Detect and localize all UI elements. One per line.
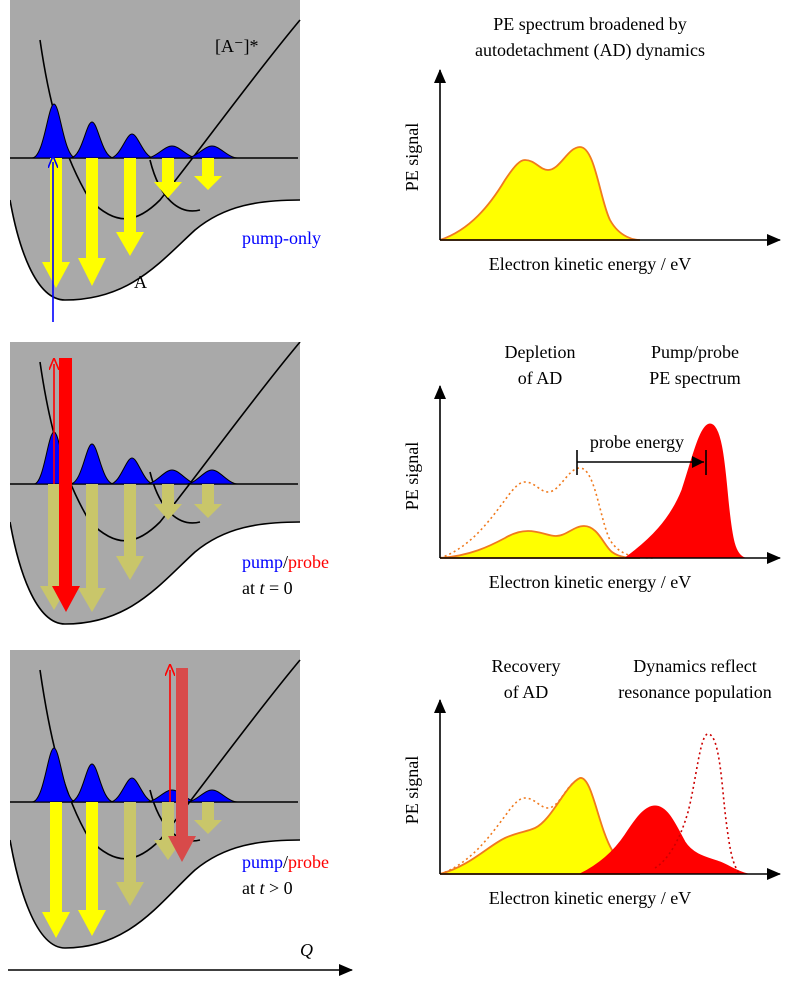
annotation-right-line-2: PE spectrum (649, 368, 741, 388)
dissociative-curve (149, 159, 201, 212)
wavepacket-2 (69, 443, 115, 485)
wavepacket-3 (109, 133, 155, 159)
spectrum-title-line-1: PE spectrum broadened by (493, 14, 686, 34)
x-axis-label: Electron kinetic energy / eV (489, 888, 692, 908)
annotation-left-line-2: of AD (518, 368, 563, 388)
neutral-label: A (134, 272, 147, 292)
x-axis-label: Electron kinetic energy / eV (489, 254, 692, 274)
wavepacket-2 (69, 763, 115, 803)
wavepacket-5 (185, 469, 239, 485)
x-axis-label: Electron kinetic energy / eV (489, 572, 692, 592)
wavepacket-1 (31, 103, 77, 159)
spectrum-2: Depletion of AD Pump/probe PE spectrum p… (402, 342, 781, 592)
neutral-potential-curve (10, 839, 301, 949)
legend-line-2: at t = 0 (242, 578, 293, 598)
ad-spectrum (439, 146, 641, 241)
probe-spectrum (623, 423, 746, 559)
ad-arrow-2 (78, 802, 106, 936)
ad-arrow-4 (154, 158, 182, 198)
ad-arrow-2 (78, 158, 106, 286)
ad-arrow-5 (194, 158, 222, 190)
original-ad-spectrum (439, 779, 581, 875)
annotation-right-line-2: resonance population (618, 682, 771, 702)
annotation-right-line-1: Dynamics reflect (633, 656, 756, 676)
depleted-ad-spectrum (439, 525, 641, 559)
y-axis-label: PE signal (402, 756, 422, 825)
probe-energy-label: probe energy (590, 432, 684, 452)
potential-panel-3: pump/probe at t > 0 (10, 650, 329, 949)
probe-depletion-arrow (168, 668, 196, 862)
wavepacket-3 (109, 777, 155, 803)
coordinate-axis-label: Q (300, 940, 313, 960)
legend-pump: pump (242, 552, 283, 572)
ad-arrow-3 (116, 158, 144, 256)
annotation-left-line-2: of AD (504, 682, 549, 702)
y-axis-label: PE signal (402, 442, 422, 511)
spectrum-1: PE spectrum broadened by autodetachment … (402, 14, 781, 274)
legend-pump: pump (242, 852, 283, 872)
wavepacket-1 (31, 747, 77, 803)
anion-label: [A⁻]* (215, 36, 259, 56)
ad-arrow-4 (154, 484, 182, 520)
potential-panel-2: pump/probe at t = 0 (10, 342, 329, 625)
ad-arrow-5 (194, 802, 222, 834)
wavepacket-3 (109, 457, 155, 485)
y-axis-label: PE signal (402, 123, 422, 192)
pump-only-legend: pump-only (242, 228, 321, 248)
neutral-potential-curve (10, 521, 301, 625)
ad-arrow-5 (194, 484, 222, 518)
legend-probe: probe (288, 552, 329, 572)
legend-line-1: pump/probe (242, 552, 329, 572)
legend-probe: probe (288, 852, 329, 872)
legend-slash: / (283, 852, 288, 872)
probe-depletion-arrow (52, 358, 80, 612)
ad-arrows-faded (40, 484, 222, 612)
ad-arrow-3 (116, 484, 144, 580)
ad-arrow-2 (78, 484, 106, 612)
annotation-left-line-1: Depletion (505, 342, 576, 362)
wavepacket-5 (185, 789, 239, 803)
neutral-potential-curve (10, 199, 301, 301)
original-ad-spectrum (439, 467, 656, 559)
wavepackets (31, 747, 239, 803)
spectrum-title-line-2: autodetachment (AD) dynamics (475, 40, 705, 61)
spectrum-3: Recovery of AD Dynamics reflect resonanc… (402, 656, 781, 908)
annotation-left-line-1: Recovery (492, 656, 561, 676)
ad-arrow-3 (116, 802, 144, 906)
potential-panel-1: [A⁻]* A pump-only (10, 0, 321, 322)
probe-spectrum (579, 805, 749, 875)
ad-arrow-1 (42, 158, 70, 288)
ad-arrow-1 (42, 802, 70, 938)
panel-background (10, 0, 300, 300)
legend-line-1: pump/probe (242, 852, 329, 872)
ad-arrow-1 (40, 484, 68, 610)
legend-slash: / (283, 552, 288, 572)
annotation-right-line-1: Pump/probe (651, 342, 739, 362)
wavepacket-2 (69, 121, 115, 159)
wavepackets (31, 103, 239, 159)
legend-line-2: at t > 0 (242, 878, 293, 898)
ad-arrows (42, 158, 222, 288)
wavepacket-5 (185, 145, 239, 159)
